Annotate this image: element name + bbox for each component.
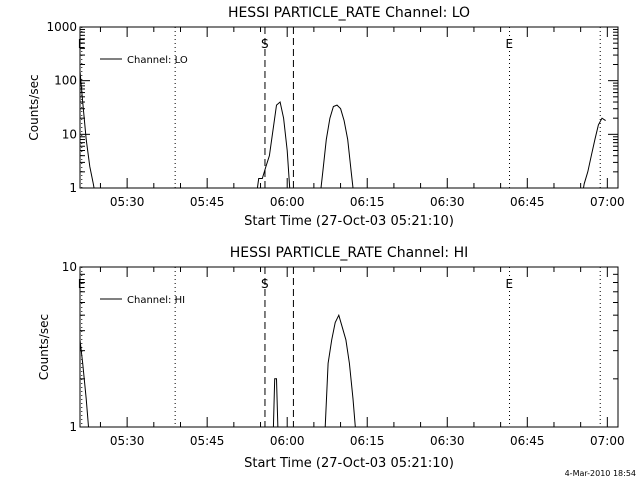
x-axis-label: Start Time (27-Oct-03 05:21:10)	[244, 214, 454, 229]
x-tick-label: 06:00	[270, 434, 305, 448]
plot-frame	[79, 266, 619, 428]
footer-timestamp: 4-Mar-2010 18:54	[565, 469, 636, 478]
x-tick-label: 05:30	[110, 434, 145, 448]
x-tick-label: 05:45	[190, 195, 225, 209]
x-tick-label: 06:15	[350, 434, 385, 448]
x-tick-label: 06:15	[350, 195, 385, 209]
y-axis-label: Counts/sec	[27, 74, 41, 140]
legend-label: Channel: HI	[127, 295, 185, 306]
x-tick-label: 06:00	[270, 195, 305, 209]
legend-label: Channel: LO	[127, 55, 188, 66]
series-line-lo	[80, 71, 606, 188]
x-axis-label: Start Time (27-Oct-03 05:21:10)	[244, 456, 454, 471]
event-marker-label: E	[78, 37, 86, 51]
y-tick-label: 1	[69, 181, 77, 195]
series-line-hi	[80, 313, 356, 427]
chart-title: HESSI PARTICLE_RATE Channel: HI	[230, 245, 468, 261]
x-tick-label: 07:00	[590, 195, 625, 209]
y-tick-label: 10	[62, 260, 77, 274]
x-tick-label: 06:45	[510, 195, 545, 209]
x-tick-label: 06:45	[510, 434, 545, 448]
y-tick-label: 10	[62, 127, 77, 141]
y-tick-label: 100	[54, 74, 77, 88]
y-axis-label: Counts/sec	[37, 314, 51, 380]
event-marker-label: E	[506, 277, 514, 291]
chart-title: HESSI PARTICLE_RATE Channel: LO	[228, 5, 470, 21]
plot-frame	[79, 26, 619, 189]
event-marker-label: E	[506, 37, 514, 51]
y-tick-label: 1	[69, 420, 77, 434]
x-tick-label: 05:30	[110, 195, 145, 209]
event-marker-label: E	[78, 277, 86, 291]
x-tick-label: 07:00	[590, 434, 625, 448]
panel-lo: HESSI PARTICLE_RATE Channel: LO 1 10 100 100…	[27, 5, 625, 229]
y-tick-label: 1000	[46, 20, 77, 34]
x-tick-label: 05:45	[190, 434, 225, 448]
x-tick-label: 06:30	[430, 434, 465, 448]
event-marker-label: S	[261, 277, 269, 291]
event-marker-label: S	[261, 37, 269, 51]
panel-hi: HESSI PARTICLE_RATE Channel: HI 1 10 05:30 0…	[37, 245, 625, 471]
x-tick-label: 06:30	[430, 195, 465, 209]
